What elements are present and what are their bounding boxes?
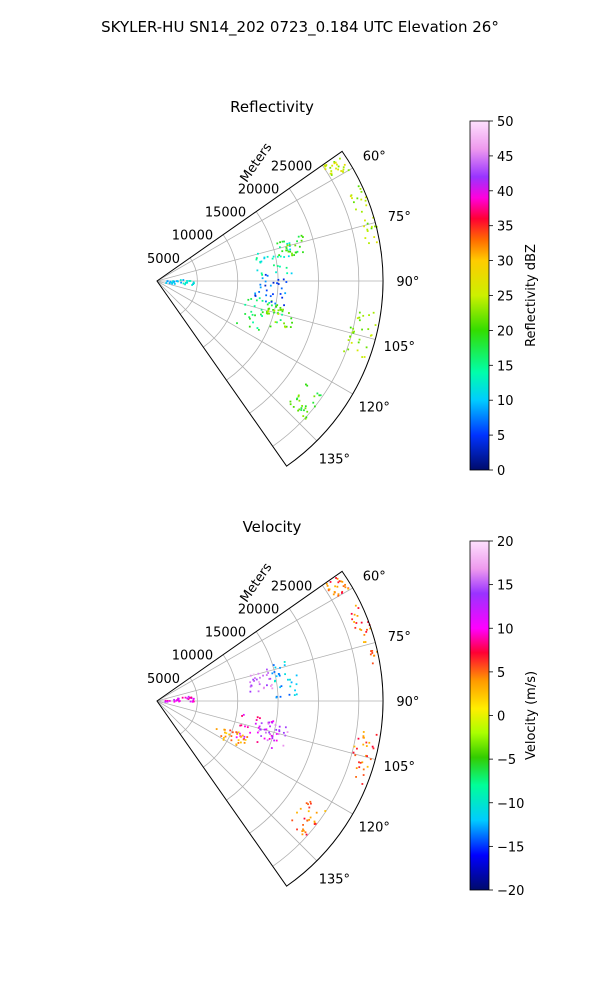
colorbar-label: Reflectivity dBZ	[524, 244, 539, 347]
echo-region	[236, 297, 284, 331]
colorbar-tick-label: 30	[497, 255, 514, 270]
echo-region	[323, 157, 350, 176]
range-ring	[203, 234, 239, 348]
echo-region	[271, 661, 298, 699]
echo-region	[215, 728, 249, 746]
range-ring	[272, 585, 360, 867]
colorbar-tick-label: 20	[497, 535, 514, 550]
azimuth-gridline	[156, 280, 318, 442]
figure-suptitle: SKYLER-HU SN14_202 0723_0.184 UTC Elevat…	[101, 18, 499, 37]
echo-region	[249, 668, 274, 693]
azimuth-tick-label: 60°	[363, 570, 386, 585]
range-ring	[226, 211, 279, 381]
polar-panel-2: Velocity 5000 10000 15000 20000 25000 60° 75° 90…	[147, 518, 539, 899]
range-tick-label: 5000	[147, 252, 180, 267]
colorbar-tick-label: 45	[497, 150, 514, 165]
range-tick-label: 15000	[205, 626, 246, 641]
range-ring	[226, 631, 279, 801]
echo-region	[289, 383, 322, 420]
range-ring	[249, 608, 319, 834]
polar-panel-1: Reflectivity 5000 10000 15000 20000 25000 60° 7…	[147, 98, 539, 479]
azimuth-tick-label: 135°	[319, 452, 350, 467]
colorbar: 0 5 10 15 20 25 30 35 40 45 50 Reflectivity dBZ	[469, 115, 539, 479]
range-tick-label: 25000	[271, 579, 312, 594]
echo-region	[350, 604, 378, 665]
range-tick-label: 10000	[172, 229, 213, 244]
colorbar-tick-label: 10	[497, 394, 514, 409]
colorbar-tick-label: 0	[497, 464, 505, 479]
range-ring	[249, 188, 319, 414]
colorbar-tick-label: 50	[497, 115, 514, 130]
azimuth-tick-label: 90°	[396, 275, 419, 290]
echo-region	[164, 695, 195, 703]
azimuth-tick-label: 75°	[388, 210, 411, 225]
colorbar-scale	[469, 120, 490, 471]
azimuth-gridline	[156, 280, 376, 340]
echo-region	[165, 279, 195, 286]
range-tick-label: 10000	[172, 649, 213, 664]
range-tick-label: 25000	[271, 159, 312, 174]
azimuth-gridline	[156, 642, 376, 702]
radial-axis-label: Meters	[238, 140, 276, 185]
radial-axis-label: Meters	[238, 560, 276, 605]
range-tick-label: 15000	[205, 206, 246, 221]
azimuth-gridline	[156, 587, 353, 702]
sector-frame	[156, 150, 384, 467]
echo-region	[255, 242, 293, 276]
azimuth-tick-label: 90°	[396, 695, 419, 710]
colorbar-tick-label: 0	[497, 710, 505, 725]
panel-title: Velocity	[243, 518, 302, 536]
echo-region	[254, 273, 288, 307]
azimuth-tick-label: 120°	[359, 820, 390, 835]
colorbar-tick-label: −5	[497, 753, 516, 768]
echo-region	[352, 731, 378, 785]
azimuth-gridline	[156, 222, 376, 282]
azimuth-tick-label: 60°	[363, 150, 386, 165]
echo-region	[291, 800, 327, 836]
azimuth-gridline	[156, 700, 318, 862]
colorbar-tick-label: 40	[497, 185, 514, 200]
azimuth-gridline	[156, 700, 353, 815]
panel-title: Reflectivity	[230, 98, 314, 116]
colorbar-tick-label: 5	[497, 666, 505, 681]
colorbar-tick-label: 25	[497, 290, 514, 305]
colorbar-tick-label: 35	[497, 220, 514, 235]
azimuth-tick-label: 105°	[384, 760, 415, 775]
azimuth-tick-label: 120°	[359, 400, 390, 415]
range-tick-label: 20000	[238, 602, 279, 617]
colorbar-label: Velocity (m/s)	[524, 671, 539, 760]
colorbar-tick-label: −20	[497, 884, 524, 899]
azimuth-tick-label: 105°	[384, 340, 415, 355]
echo-region	[257, 721, 289, 747]
azimuth-tick-label: 75°	[388, 630, 411, 645]
range-tick-label: 20000	[238, 182, 279, 197]
echo-region	[325, 577, 350, 597]
colorbar-tick-label: 15	[497, 579, 514, 594]
colorbar-tick-label: 10	[497, 622, 514, 637]
azimuth-tick-label: 135°	[319, 872, 350, 887]
echo-region	[276, 234, 304, 257]
sector-frame	[156, 570, 384, 887]
echo-region	[343, 311, 377, 358]
colorbar-scale	[469, 540, 490, 891]
range-ring	[203, 654, 239, 768]
range-ring	[272, 165, 360, 447]
echo-region	[265, 304, 293, 329]
range-tick-label: 5000	[147, 672, 180, 687]
colorbar-tick-label: 15	[497, 359, 514, 374]
azimuth-gridline	[156, 280, 353, 395]
colorbar: −20 −15 −10 −5 0 5 10 15 20 Velocity (m/s)	[469, 535, 539, 899]
colorbar-tick-label: −10	[497, 797, 524, 812]
colorbar-tick-label: −15	[497, 840, 524, 855]
colorbar-tick-label: 5	[497, 429, 505, 444]
azimuth-gridline	[156, 167, 353, 282]
colorbar-tick-label: 20	[497, 324, 514, 339]
